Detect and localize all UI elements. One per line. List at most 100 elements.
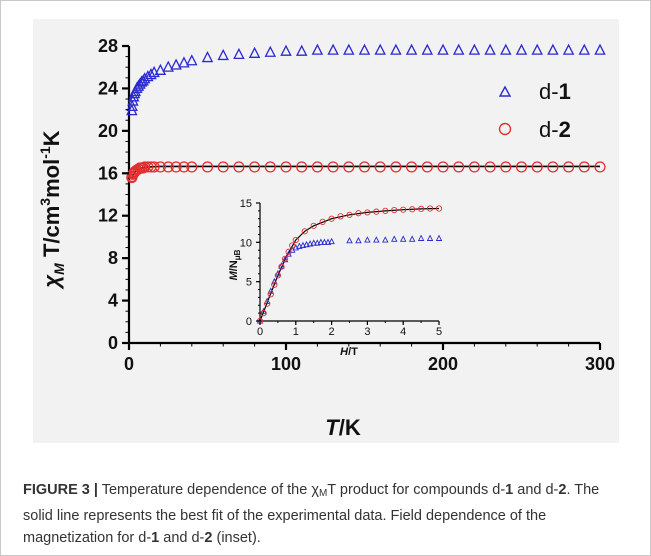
main-d2-point [249,161,261,173]
inset-d2-point [274,272,282,279]
inset-d1-point [390,235,398,242]
inset-d1-point [328,237,335,245]
main-d1-point [374,43,386,55]
inset-x-tick-label: 3 [364,326,370,338]
x-axis-t: T [325,415,340,440]
legend: d-1 d-2 [498,79,571,142]
main-d1-point [233,47,245,60]
inset-d1-point [399,235,407,242]
main-d2-point [137,162,149,174]
inset-x-tick-label: 1 [293,326,299,338]
inset-x-tick-label: 4 [400,326,406,338]
inset-y-sub: μB [233,249,242,260]
main-y-tick-label: 4 [108,291,118,311]
legend-marker-d1 [498,85,512,97]
inset-d1-point [355,236,362,244]
main-y-tick-label: 0 [108,333,118,353]
y-axis-title: χM T/cm3mol-1K [37,130,67,289]
main-d1-point [311,43,324,55]
inset-d2-point [337,213,344,220]
main-d1-point [515,43,528,55]
main-d1-point [154,63,167,75]
main-d2-point [264,161,276,173]
main-d2-point [201,161,214,173]
svg-text:M/NμB: M/NμB [228,249,242,280]
inset-d2-point [364,209,371,216]
main-d2-point [453,161,465,173]
inset-d1-point [260,307,267,315]
inset-d1-point [310,239,317,246]
main-d1-point [162,60,174,72]
main-d1-point [217,48,229,61]
inset-d2-point [417,205,425,213]
inset-d2-point [400,206,407,213]
inset-d2-point [319,218,326,225]
legend-label-d1: d-1 [539,79,571,104]
y-axis-chi: χ [39,274,64,290]
main-d2-point [531,161,543,173]
inset-d1-point [296,242,303,249]
y-axis-sup3: 3 [37,198,53,206]
y-axis-main: T/cm [39,206,64,263]
main-d1-point [594,43,606,55]
main-d1-point [186,54,198,66]
main-y-tick-label: 24 [98,78,118,98]
inset-d1-point [435,234,443,241]
main-d2-point [217,161,229,173]
main-d1-point [452,43,465,55]
inset-d2-point [355,210,362,217]
inset-d2-point [285,248,292,255]
main-d2-point [484,161,496,173]
main-d2-point [563,161,575,173]
x-axis-unit: /K [339,415,361,440]
main-d2-point [500,161,512,173]
svg-text:χM T/cm3mol-1K: χM T/cm3mol-1K [37,130,67,289]
y-axis-k: K [39,130,64,146]
main-d2-point [343,161,355,173]
main-d1-point [468,43,481,55]
main-d1-point [248,46,261,58]
inset-x-tick-label: 0 [257,326,263,338]
inset-x-tick-label: 5 [436,326,442,338]
main-d2-point [142,161,154,173]
inset-x-h: H [340,346,349,358]
inset-d2-point [391,206,398,214]
main-d2-point [170,161,182,173]
inset-y-axis-title: M/NμB [228,249,242,280]
inset-y-tick-label: 0 [246,316,252,328]
main-d1-point [547,43,559,55]
y-axis-mol: mol [39,159,64,198]
inset-x-tick-label: 2 [329,326,335,338]
inset-d1-point [271,277,278,285]
main-x-tick-label: 0 [124,354,134,374]
inset-d1-point [382,236,389,243]
main-d1-point [562,43,575,55]
inset-y-tick-label: 10 [240,237,252,249]
main-x-tick-label: 300 [585,354,615,374]
inset-d1-point [321,238,328,245]
main-d2-point [594,161,606,173]
inset-d2-point [310,222,317,229]
inset-y-rest: /N [228,260,240,271]
main-d2-point [186,161,198,173]
inset-y-tick-label: 15 [240,198,252,210]
main-d2-point [148,161,160,173]
main-d1-point [484,43,496,55]
inset-y-tick-label: 5 [246,277,252,289]
main-d1-point [135,75,148,87]
main-d2-point [154,161,166,173]
plot-area: 0 100 200 300 0 4 8 12 16 20 24 28 χM T/cm3mol-1K T… [33,19,619,443]
main-d1-point [280,44,292,56]
main-d2-point [296,161,308,173]
main-d2-point [327,161,339,173]
inset-d2-point [267,291,274,298]
y-axis-sup-neg1: -1 [37,146,53,159]
svg-text:T/K: T/K [325,415,361,440]
inset-d2-point [373,208,380,215]
inset-x-rest: /T [348,346,358,358]
inset-d2-point [426,205,434,212]
figure-caption: FIGURE 3 | Temperature dependence of the… [23,482,600,546]
inset-d2-point [260,310,267,317]
svg-text:H/T: H/T [340,346,358,358]
main-x-tick-label: 100 [271,354,301,374]
